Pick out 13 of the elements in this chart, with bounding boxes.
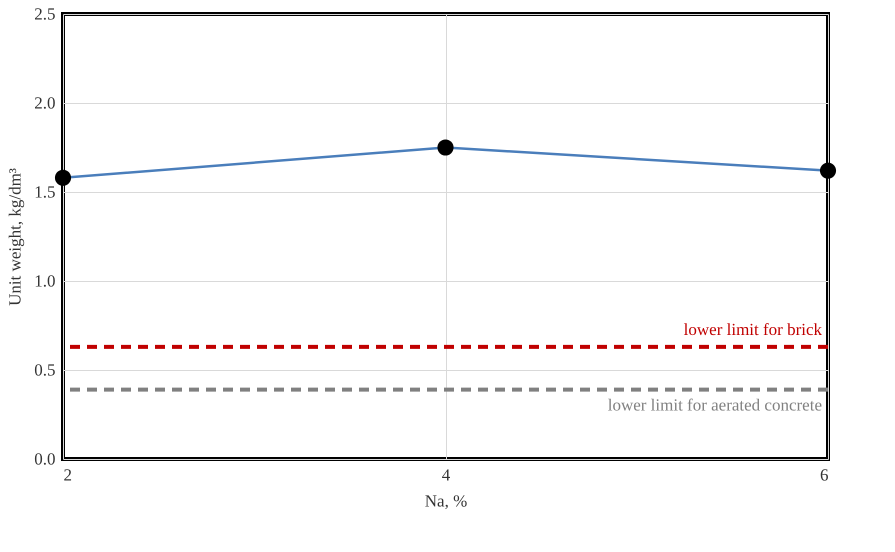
y-axis-title: Unit weight, kg/dm³: [5, 168, 24, 306]
x-tick-label: 6: [820, 466, 828, 484]
y-tick-label: 0.0: [34, 450, 56, 468]
ref-line-label: lower limit for aerated concrete: [608, 396, 822, 415]
y-tick-label: 0.5: [34, 360, 56, 380]
x-tick-label: 4: [442, 466, 451, 484]
y-tick-label: 2.5: [34, 4, 56, 24]
ref-line-label: lower limit for brick: [684, 320, 822, 339]
x-tick-label: 2: [64, 466, 72, 484]
y-tick-label: 1.0: [34, 272, 56, 290]
x-axis-title: Na, %: [424, 492, 468, 510]
y-tick-label: 1.5: [34, 182, 56, 202]
y-tick-label: 2.0: [34, 94, 56, 112]
